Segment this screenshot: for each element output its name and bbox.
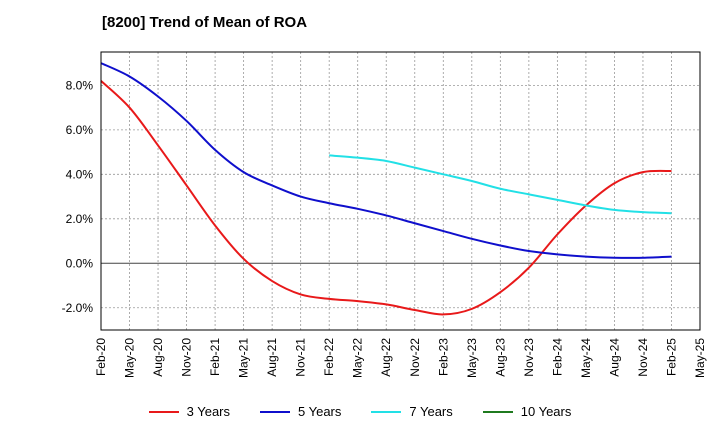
x-tick-label: May-20 — [123, 338, 137, 378]
x-tick-label: Feb-21 — [208, 338, 222, 376]
x-tick-label: Nov-20 — [180, 338, 194, 377]
x-tick-label: May-25 — [693, 338, 707, 378]
x-tick-label: Aug-22 — [379, 338, 393, 377]
x-tick-label: Aug-23 — [493, 338, 507, 377]
axis-layer — [100, 51, 701, 331]
legend-label: 3 Years — [186, 404, 230, 419]
x-tick-label: May-21 — [237, 338, 251, 378]
y-tick-labels: -2.0% 0.0% 2.0% 4.0% 6.0% 8.0% — [62, 78, 94, 314]
y-tick-label: 4.0% — [66, 167, 94, 181]
legend-swatch — [371, 410, 402, 413]
x-tick-label: May-22 — [351, 338, 365, 378]
legend-swatch — [148, 410, 179, 413]
legend-item: 3 Years — [148, 404, 230, 419]
x-tick-label: Aug-21 — [265, 338, 279, 377]
legend-label: 5 Years — [298, 404, 342, 419]
x-tick-label: Feb-23 — [436, 338, 450, 376]
series-line-7-years — [329, 154, 672, 215]
legend-item: 7 Years — [371, 404, 453, 419]
x-tick-label: Nov-21 — [294, 338, 308, 377]
plot-frame — [100, 51, 701, 331]
legend-swatch — [260, 410, 290, 413]
x-tick-label: Aug-24 — [607, 338, 621, 377]
y-tick-label: 6.0% — [66, 123, 94, 137]
x-tick-label: Nov-23 — [522, 338, 536, 377]
series-line-5-years — [100, 62, 672, 259]
legend: 3 Years 5 Years 7 Years 10 Years — [0, 404, 720, 419]
legend-label: 7 Years — [409, 404, 453, 419]
x-tick-label: Feb-25 — [664, 338, 678, 376]
y-tick-label: -2.0% — [62, 301, 94, 315]
y-tick-label: 0.0% — [66, 256, 94, 270]
legend-label: 10 Years — [520, 404, 572, 419]
legend-swatch — [482, 410, 513, 413]
legend-item: 5 Years — [260, 404, 341, 419]
x-tick-label: Feb-22 — [322, 338, 336, 376]
series-line-3-years — [100, 80, 672, 316]
x-tick-label: Aug-20 — [151, 338, 165, 377]
x-tick-label: Nov-22 — [408, 338, 422, 377]
x-tick-label: May-23 — [465, 338, 479, 378]
x-tick-labels: Feb-20 May-20 Aug-20 Nov-20 Feb-21 May-21 Aug-… — [94, 338, 707, 378]
chart-title: [8200] Trend of Mean of ROA — [102, 14, 308, 31]
legend-item: 10 Years — [482, 404, 572, 419]
series-layer — [100, 62, 672, 316]
x-tick-label: Feb-24 — [550, 338, 564, 376]
y-tick-label: 2.0% — [66, 212, 94, 226]
x-tick-label: Feb-20 — [94, 338, 108, 376]
y-tick-label: 8.0% — [66, 78, 94, 92]
x-tick-label: Nov-24 — [636, 338, 650, 377]
x-tick-label: May-24 — [579, 338, 593, 378]
